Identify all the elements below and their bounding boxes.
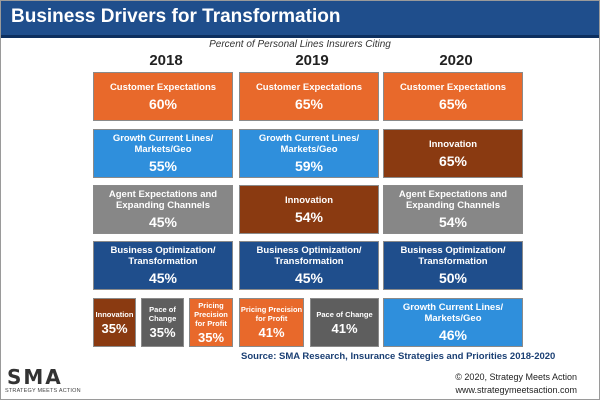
tile-value: 65% (438, 152, 468, 169)
tile-2018-agent-expectations: Agent Expectations and Expanding Channel… (93, 185, 233, 234)
tile-value: 45% (148, 214, 178, 230)
tile-label: Agent Expectations and Expanding Channel… (108, 189, 218, 211)
source-note: Source: SMA Research, Insurance Strategi… (241, 351, 556, 362)
year-label-2019: 2019 (295, 52, 329, 69)
tile-2019-pricing-precision: Pricing Precision for Profit 41% (239, 298, 304, 347)
tile-2019-pace-of-change: Pace of Change 41% (310, 298, 379, 347)
tile-label: Business Optimization/ Transformation (110, 245, 216, 267)
tile-label: Agent Expectations and Expanding Channel… (398, 189, 508, 211)
copyright: © 2020, Strategy Meets Action (455, 372, 577, 382)
tile-value: 45% (294, 270, 324, 286)
tile-label: Pace of Change (316, 309, 373, 319)
tile-2018-pricing-precision: Pricing Precision for Profit 35% (189, 298, 233, 347)
tile-value: 35% (149, 325, 176, 340)
tile-label: Growth Current Lines/ Markets/Geo (258, 133, 360, 155)
tile-2020-customer-expectations: Customer Expectations 65% (383, 72, 523, 121)
tile-value: 60% (148, 95, 178, 112)
tile-label: Pricing Precision for Profit (240, 305, 303, 323)
tile-value: 35% (101, 320, 128, 336)
tile-value: 35% (197, 329, 225, 345)
tile-label: Pricing Precision for Profit (194, 300, 228, 328)
tile-value: 55% (148, 158, 178, 174)
logo-tagline: STRATEGY MEETS ACTION (5, 388, 81, 394)
tile-label: Customer Expectations (399, 81, 507, 93)
tile-2018-innovation: Innovation 35% (93, 298, 136, 347)
tile-2018-customer-expectations: Customer Expectations 60% (93, 72, 233, 121)
tile-2020-innovation: Innovation 65% (383, 129, 523, 178)
tile-label: Innovation (284, 194, 334, 206)
slide-title: Business Drivers for Transformation (11, 6, 341, 27)
tile-value: 59% (294, 158, 324, 174)
tile-value: 45% (148, 270, 178, 286)
tile-2020-agent-expectations: Agent Expectations and Expanding Channel… (383, 185, 523, 234)
tile-label: Business Optimization/ Transformation (256, 245, 362, 267)
tile-2020-business-optimization: Business Optimization/ Transformation 50… (383, 241, 523, 290)
tile-label: Growth Current Lines/ Markets/Geo (112, 133, 214, 155)
tile-2019-growth-current-lines: Growth Current Lines/ Markets/Geo 59% (239, 129, 379, 178)
tile-2019-customer-expectations: Customer Expectations 65% (239, 72, 379, 121)
tile-2018-growth-current-lines: Growth Current Lines/ Markets/Geo 55% (93, 129, 233, 178)
tile-2020-growth-current-lines: Growth Current Lines/ Markets/Geo 46% (383, 298, 523, 347)
tile-value: 65% (294, 95, 324, 112)
tile-label: Pace of Change (148, 305, 177, 323)
year-label-2018: 2018 (149, 52, 183, 69)
year-label-2020: 2020 (439, 52, 473, 69)
logo-mark: SMA (7, 365, 63, 389)
tile-value: 41% (258, 325, 285, 340)
subtitle: Percent of Personal Lines Insurers Citin… (209, 39, 391, 50)
tile-label: Customer Expectations (109, 81, 217, 93)
tile-2019-business-optimization: Business Optimization/ Transformation 45… (239, 241, 379, 290)
sma-logo: SMA STRATEGY MEETS ACTION (5, 365, 81, 395)
tile-label: Growth Current Lines/ Markets/Geo (402, 302, 504, 324)
tile-value: 46% (438, 327, 468, 343)
tile-value: 50% (438, 270, 468, 286)
tile-2018-pace-of-change: Pace of Change 35% (141, 298, 184, 347)
tile-label: Innovation (428, 138, 478, 150)
tile-value: 65% (438, 95, 468, 112)
tile-value: 54% (294, 208, 324, 225)
tile-label: Innovation (95, 309, 134, 319)
tile-value: 41% (331, 320, 358, 336)
tile-2019-innovation: Innovation 54% (239, 185, 379, 234)
tile-label: Business Optimization/ Transformation (400, 245, 506, 267)
tile-2018-business-optimization: Business Optimization/ Transformation 45… (93, 241, 233, 290)
website: www.strategymeetsaction.com (455, 385, 577, 395)
tile-label: Customer Expectations (255, 81, 363, 93)
title-bar: Business Drivers for Transformation (1, 1, 599, 38)
tile-value: 54% (438, 214, 468, 230)
